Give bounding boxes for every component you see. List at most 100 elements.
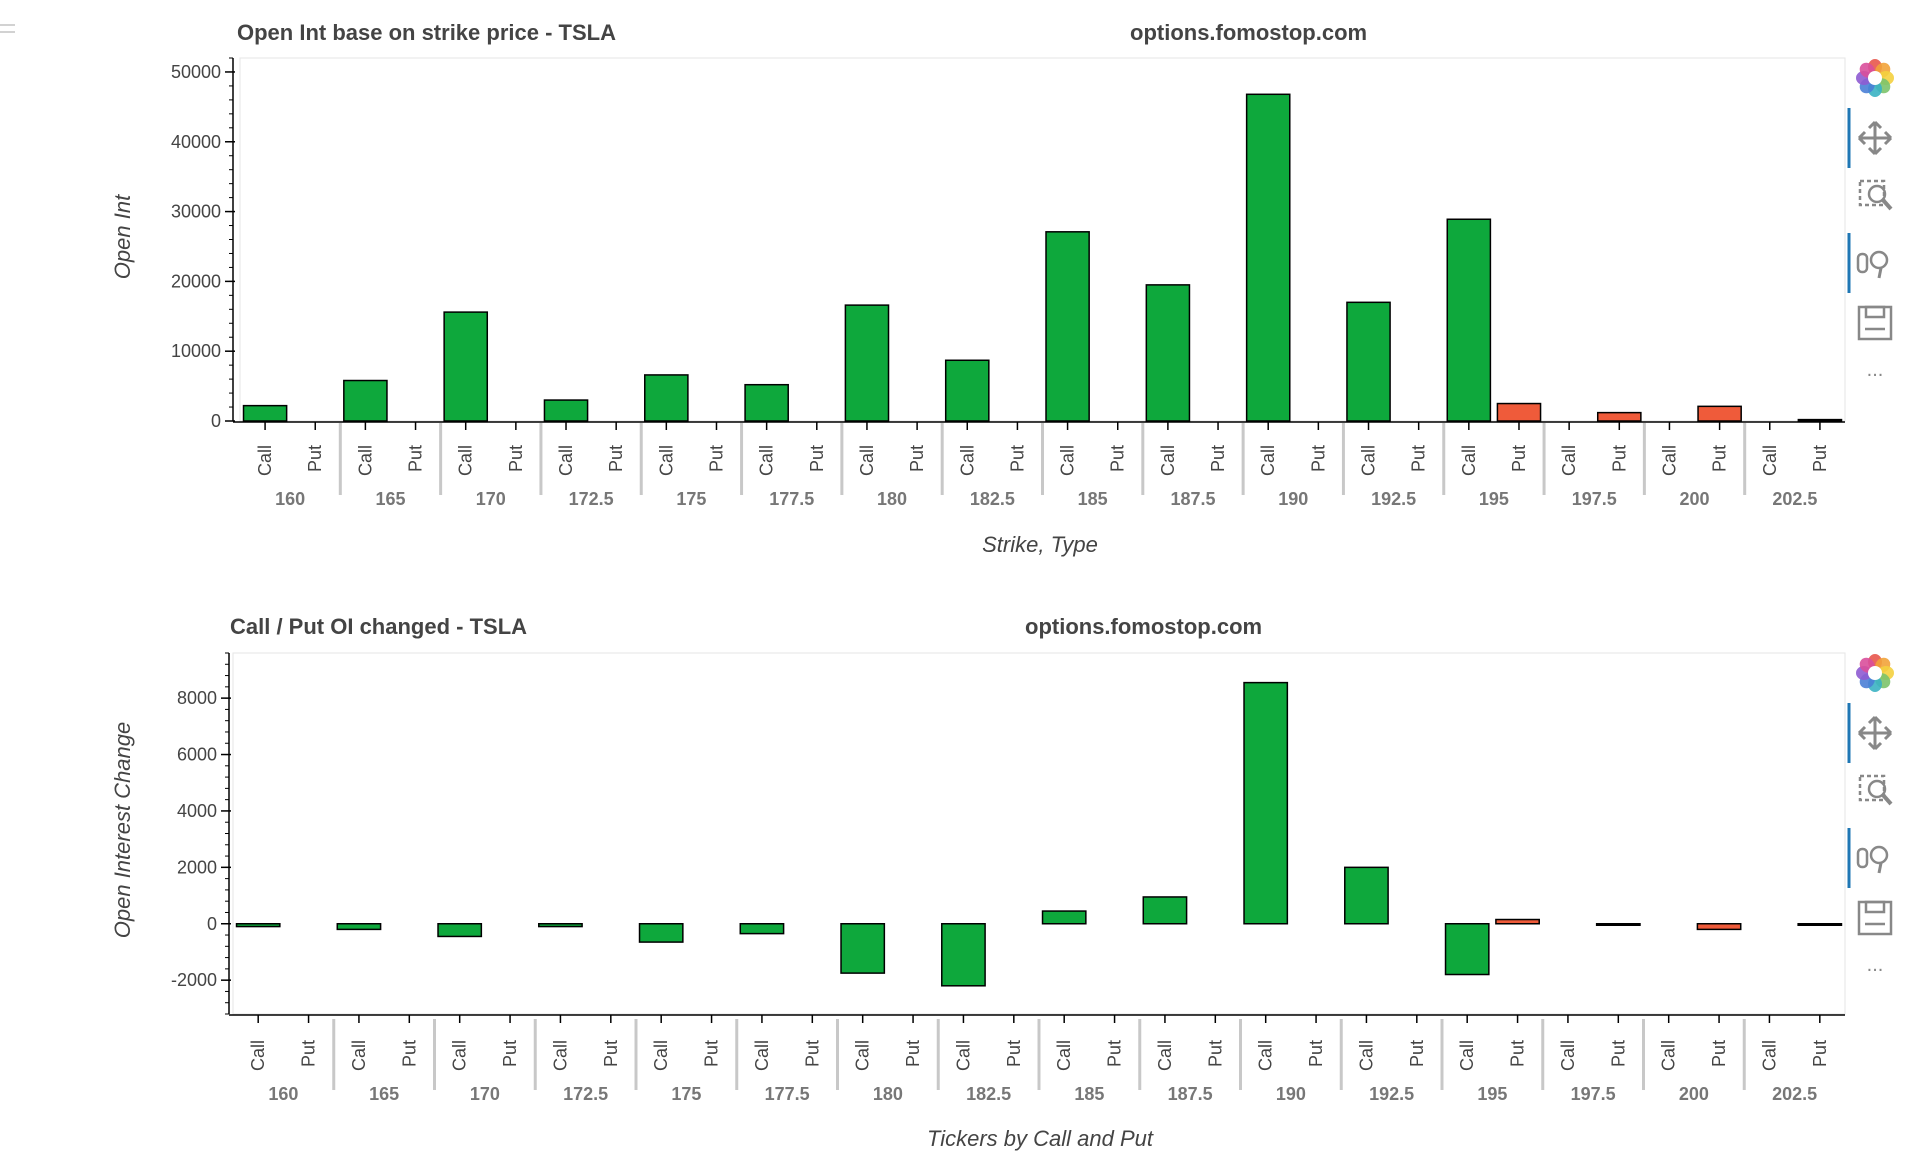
box-zoom-tool-icon bbox=[1858, 774, 1893, 806]
bar-call-160 bbox=[242, 404, 288, 422]
box-zoom-handle bbox=[1881, 198, 1893, 211]
y-tick-label: 6000 bbox=[177, 745, 217, 765]
bar-call-175 bbox=[638, 923, 684, 943]
x-strike-label: 200 bbox=[1680, 489, 1710, 509]
x-type-label: Call bbox=[853, 1040, 873, 1071]
x-strike-label: 160 bbox=[275, 489, 305, 509]
x-strike-label: 190 bbox=[1278, 489, 1308, 509]
x-type-label: Call bbox=[255, 445, 275, 476]
x-type-label: Put bbox=[601, 1040, 621, 1067]
chart-toolbar: ... bbox=[0, 24, 1894, 381]
bar-call-190 bbox=[1243, 681, 1289, 925]
x-type-label: Put bbox=[1407, 1040, 1427, 1067]
x-type-label: Put bbox=[1108, 445, 1128, 472]
y-tick-label: 8000 bbox=[177, 688, 217, 708]
wheel-mouse bbox=[1856, 847, 1869, 869]
x-type-label: Call bbox=[1558, 1040, 1578, 1071]
x-strike-label: 170 bbox=[470, 1084, 500, 1104]
x-strike-label: 180 bbox=[873, 1084, 903, 1104]
x-type-label: Put bbox=[706, 445, 726, 472]
box-zoom-lens bbox=[1867, 184, 1887, 204]
x-strike-label: 197.5 bbox=[1571, 1084, 1616, 1104]
box-zoom-lens bbox=[1867, 779, 1887, 799]
x-type-label: Put bbox=[305, 445, 325, 472]
x-strike-label: 180 bbox=[877, 489, 907, 509]
logo-center bbox=[1868, 71, 1882, 85]
bokeh-logo-icon bbox=[1856, 654, 1894, 692]
wheel-handle bbox=[1877, 267, 1883, 279]
x-strike-label: 195 bbox=[1479, 489, 1509, 509]
x-type-label: Call bbox=[1256, 1040, 1276, 1071]
x-axis-label: Tickers by Call and Put bbox=[927, 1126, 1154, 1151]
pan-tool-icon bbox=[1857, 120, 1893, 156]
y-tick-label: 4000 bbox=[177, 801, 217, 821]
x-type-label: Call bbox=[550, 1040, 570, 1071]
y-tick-label: -2000 bbox=[171, 970, 217, 990]
save-tool-icon bbox=[1857, 305, 1893, 341]
x-strike-label: 165 bbox=[375, 489, 405, 509]
x-type-label: Call bbox=[651, 1040, 671, 1071]
bar-put-195 bbox=[1495, 918, 1540, 925]
x-type-label: Call bbox=[1158, 445, 1178, 476]
bar-put-202-5 bbox=[1797, 418, 1843, 422]
x-type-label: Put bbox=[1709, 1040, 1729, 1067]
x-strike-label: 195 bbox=[1477, 1084, 1507, 1104]
x-type-label: Call bbox=[1359, 445, 1379, 476]
open-interest-change-chart: Call / Put OI changed - TSLA options.fom… bbox=[110, 614, 1846, 1151]
x-strike-label: 172.5 bbox=[563, 1084, 608, 1104]
x-type-label: Put bbox=[1007, 445, 1027, 472]
wheel-handle bbox=[1877, 862, 1883, 874]
x-type-label: Call bbox=[1759, 1040, 1779, 1071]
save-tool-icon bbox=[1857, 900, 1893, 936]
y-tick-label: 20000 bbox=[171, 271, 221, 291]
x-strike-label: 187.5 bbox=[1168, 1084, 1213, 1104]
y-tick-label: 0 bbox=[211, 411, 221, 431]
x-strike-label: 185 bbox=[1074, 1084, 1104, 1104]
x-type-label: Put bbox=[1710, 445, 1730, 472]
x-strike-label: 177.5 bbox=[765, 1084, 810, 1104]
x-type-label: Call bbox=[1258, 445, 1278, 476]
pan-arrows bbox=[1857, 715, 1893, 751]
x-type-label: Put bbox=[606, 445, 626, 472]
pan-arrows bbox=[1857, 120, 1893, 156]
bar-call-170 bbox=[443, 311, 489, 422]
bar-put-202-5 bbox=[1797, 923, 1843, 926]
bar-call-185 bbox=[1041, 910, 1087, 925]
open-interest-chart: Open Int base on strike price - TSLA opt… bbox=[110, 20, 1846, 557]
x-type-label: Call bbox=[1054, 1040, 1074, 1071]
more-tools-icon: ... bbox=[1867, 359, 1884, 381]
save-body bbox=[1857, 305, 1893, 341]
x-strike-label: 165 bbox=[369, 1084, 399, 1104]
bar-call-180 bbox=[844, 304, 890, 422]
x-type-label: Call bbox=[355, 445, 375, 476]
x-strike-label: 192.5 bbox=[1369, 1084, 1414, 1104]
bar-call-172-5 bbox=[538, 923, 583, 928]
x-strike-label: 160 bbox=[268, 1084, 298, 1104]
wheel-zoom-tool-icon bbox=[1856, 845, 1889, 874]
x-strike-label: 172.5 bbox=[569, 489, 614, 509]
x-type-label: Put bbox=[299, 1040, 319, 1067]
x-type-label: Put bbox=[802, 1040, 822, 1067]
bar-call-190 bbox=[1245, 93, 1291, 422]
x-strike-label: 170 bbox=[476, 489, 506, 509]
x-type-label: Put bbox=[1205, 1040, 1225, 1067]
x-type-label: Call bbox=[656, 445, 676, 476]
box-zoom-tool-icon bbox=[1858, 179, 1893, 211]
x-type-label: Call bbox=[556, 445, 576, 476]
x-type-label: Call bbox=[1559, 445, 1579, 476]
x-type-label: Call bbox=[349, 1040, 369, 1071]
x-type-label: Call bbox=[1659, 1040, 1679, 1071]
pan-tool-icon bbox=[1857, 715, 1893, 751]
logo-center bbox=[1868, 666, 1882, 680]
x-type-label: Call bbox=[456, 445, 476, 476]
bar-call-180 bbox=[840, 923, 886, 974]
x-type-label: Call bbox=[1058, 445, 1078, 476]
x-type-label: Put bbox=[1508, 1040, 1528, 1067]
bar-call-187-5 bbox=[1142, 896, 1188, 925]
x-strike-label: 202.5 bbox=[1772, 489, 1817, 509]
save-body bbox=[1857, 900, 1893, 936]
x-type-label: Call bbox=[1356, 1040, 1376, 1071]
x-type-label: Put bbox=[1810, 1040, 1830, 1067]
x-type-label: Put bbox=[903, 1040, 923, 1067]
bar-call-177-5 bbox=[744, 383, 789, 422]
